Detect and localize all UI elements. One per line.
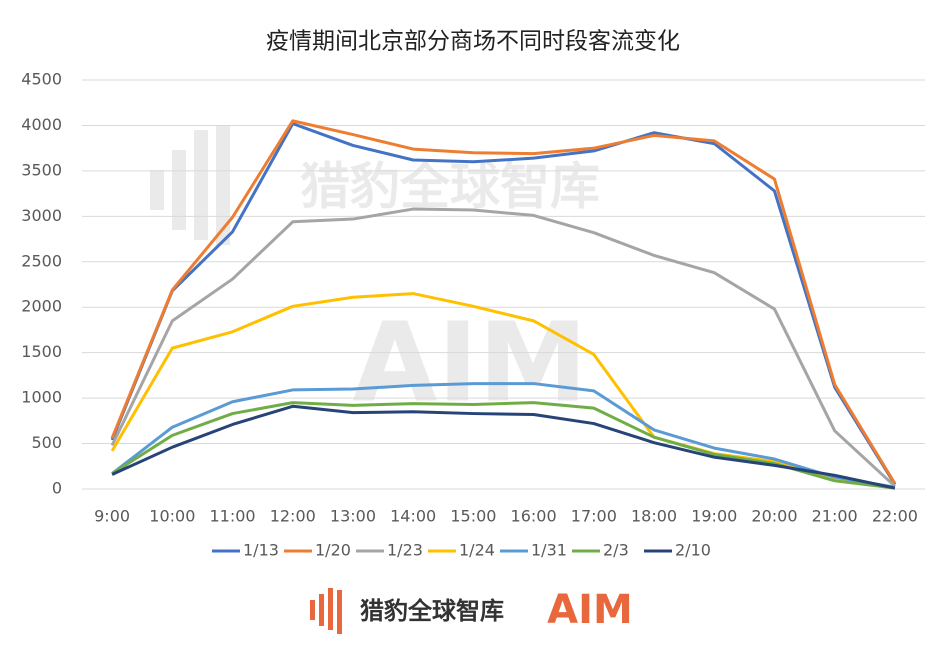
x-tick-label: 11:00 — [209, 507, 255, 526]
watermark-logo: AIM — [352, 298, 588, 426]
series-line — [111, 401, 896, 490]
legend-label: 1/13 — [243, 541, 279, 560]
x-tick-label: 12:00 — [270, 507, 316, 526]
x-tick-label: 13:00 — [330, 507, 376, 526]
x-tick-label: 21:00 — [812, 507, 858, 526]
y-tick-label: 2000 — [21, 297, 62, 316]
x-tick-label: 20:00 — [751, 507, 797, 526]
chart-title: 疫情期间北京部分商场不同时段客流变化 — [266, 29, 680, 55]
watermark: 猎豹全球智库 AIM — [150, 125, 600, 426]
y-tick-label: 3000 — [21, 206, 62, 225]
x-tick-label: 14:00 — [390, 507, 436, 526]
y-tick-label: 0 — [52, 479, 62, 498]
series-line — [111, 404, 896, 490]
x-tick-label: 17:00 — [571, 507, 617, 526]
y-tick-label: 1500 — [21, 342, 62, 361]
y-tick-label: 2500 — [21, 251, 62, 270]
footer-aim: AIM — [547, 587, 633, 633]
series-line — [110, 292, 896, 489]
x-tick-label: 15:00 — [450, 507, 496, 526]
footer-brand: 猎豹全球智库 — [360, 597, 504, 625]
y-tick-label: 4000 — [21, 115, 62, 134]
x-tick-label: 9:00 — [94, 507, 130, 526]
x-tick-label: 10:00 — [149, 507, 195, 526]
y-tick-label: 1000 — [21, 388, 62, 407]
y-tick-label: 3500 — [21, 160, 62, 179]
x-tick-label: 18:00 — [631, 507, 677, 526]
legend-label: 2/3 — [603, 541, 629, 560]
legend-label: 1/20 — [315, 541, 351, 560]
x-tick-label: 19:00 — [691, 507, 737, 526]
y-tick-label: 500 — [31, 433, 62, 452]
series-line — [110, 119, 897, 485]
watermark-brand: 猎豹全球智库 — [300, 158, 600, 216]
series-line — [110, 207, 896, 488]
legend-label: 1/23 — [387, 541, 423, 560]
legend-label: 1/31 — [531, 541, 567, 560]
x-tick-label: 16:00 — [511, 507, 557, 526]
x-tick-label: 22:00 — [872, 507, 918, 526]
footer-logo: 猎豹全球智库 AIM — [310, 587, 633, 634]
series-line — [111, 382, 896, 489]
legend-label: 1/24 — [459, 541, 495, 560]
legend-label: 2/10 — [675, 541, 711, 560]
series-line — [110, 122, 897, 486]
y-tick-label: 4500 — [21, 70, 62, 89]
